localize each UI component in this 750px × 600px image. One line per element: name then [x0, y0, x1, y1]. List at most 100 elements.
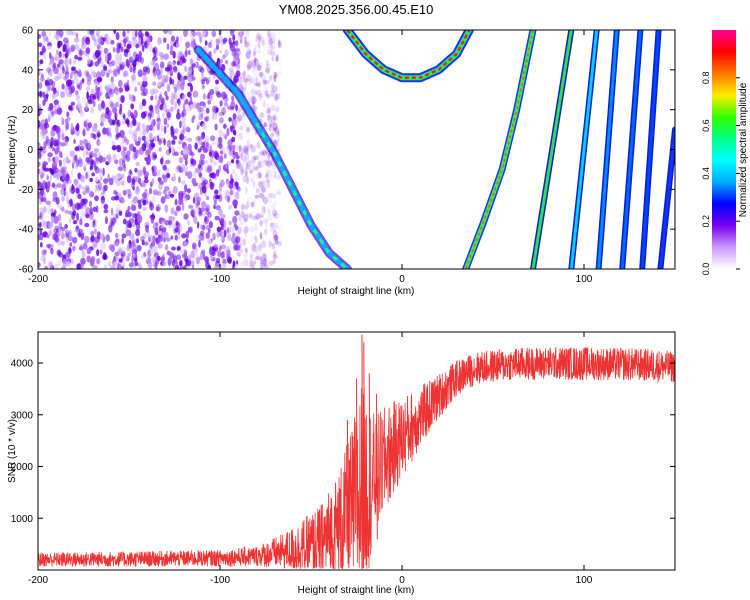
noise-speck	[65, 178, 69, 185]
noise-speck	[82, 198, 88, 204]
noise-speck	[82, 96, 87, 104]
noise-speck	[93, 148, 100, 154]
noise-speck	[272, 122, 278, 131]
noise-speck	[265, 178, 271, 184]
noise-speck	[179, 259, 183, 267]
noise-speck	[190, 260, 195, 268]
snr-x-tick-label: 100	[576, 575, 593, 586]
noise-speck	[241, 117, 245, 123]
noise-speck	[70, 123, 74, 130]
noise-speck	[67, 203, 70, 209]
noise-speck	[268, 260, 274, 266]
colorbar-tick-label: 0.6	[701, 119, 711, 132]
noise-speck	[186, 171, 193, 180]
noise-speck	[64, 53, 69, 58]
noise-speck	[48, 52, 52, 59]
noise-speck	[98, 168, 102, 173]
noise-speck	[262, 218, 269, 223]
noise-speck	[170, 45, 174, 51]
noise-speck	[247, 74, 251, 82]
noise-speck	[88, 200, 92, 208]
noise-speck	[131, 178, 136, 186]
noise-speck	[180, 122, 186, 128]
noise-speck	[266, 159, 272, 168]
noise-speck	[258, 262, 264, 269]
noise-speck	[238, 172, 242, 177]
noise-speck	[105, 234, 110, 242]
noise-speck	[140, 36, 144, 45]
noise-speck	[243, 229, 246, 236]
noise-speck	[114, 195, 120, 201]
noise-speck	[194, 167, 199, 174]
noise-speck	[202, 30, 207, 37]
noise-speck	[245, 257, 249, 267]
noise-speck	[202, 85, 205, 90]
noise-speck	[163, 105, 168, 112]
noise-speck	[61, 137, 66, 143]
noise-speck	[148, 104, 153, 112]
noise-speck	[93, 80, 98, 87]
noise-speck	[267, 153, 271, 161]
noise-speck	[138, 146, 145, 155]
noise-speck	[177, 140, 182, 145]
noise-speck	[103, 47, 109, 55]
noise-speck	[184, 135, 188, 142]
noise-speck	[79, 218, 83, 226]
noise-speck	[240, 211, 245, 219]
noise-speck	[273, 250, 277, 258]
noise-speck	[265, 168, 270, 176]
noise-speck	[141, 135, 147, 141]
noise-speck	[93, 40, 98, 47]
noise-speck	[272, 127, 277, 132]
noise-speck	[251, 215, 255, 221]
noise-speck	[45, 37, 49, 43]
noise-speck	[269, 192, 275, 199]
noise-speck	[60, 188, 65, 196]
noise-speck	[265, 67, 270, 73]
noise-speck	[234, 151, 239, 156]
noise-speck	[70, 101, 76, 106]
noise-speck	[76, 122, 80, 132]
noise-speck	[262, 263, 269, 269]
noise-speck	[152, 222, 159, 231]
noise-speck	[113, 255, 119, 261]
noise-speck	[96, 139, 101, 146]
noise-speck	[82, 128, 86, 137]
noise-speck	[190, 209, 195, 217]
noise-speck	[248, 97, 252, 104]
noise-speck	[41, 219, 45, 227]
noise-speck	[151, 165, 157, 172]
noise-speck	[121, 266, 124, 269]
noise-speck	[273, 170, 277, 179]
noise-speck	[111, 217, 117, 224]
noise-speck	[248, 76, 251, 82]
noise-speck	[85, 157, 90, 163]
noise-speck	[58, 229, 63, 235]
noise-speck	[257, 243, 262, 252]
noise-speck	[272, 251, 276, 257]
noise-speck	[151, 178, 155, 185]
noise-speck	[244, 42, 250, 48]
noise-speck	[149, 200, 152, 208]
noise-speck	[251, 164, 255, 172]
noise-speck	[47, 83, 52, 91]
noise-speck	[43, 206, 47, 214]
noise-speck	[145, 149, 150, 157]
noise-speck	[75, 32, 79, 39]
noise-speck	[67, 235, 74, 242]
noise-speck	[182, 58, 187, 64]
noise-speck	[273, 71, 277, 79]
noise-speck	[181, 94, 187, 102]
noise-speck	[98, 140, 101, 146]
noise-speck	[47, 207, 51, 215]
noise-speck	[126, 175, 132, 184]
noise-speck	[53, 215, 59, 224]
noise-speck	[272, 258, 276, 264]
noise-speck	[47, 111, 52, 120]
noise-speck	[135, 212, 140, 221]
noise-speck	[248, 59, 253, 67]
noise-speck	[89, 236, 93, 243]
noise-speck	[74, 73, 78, 81]
noise-speck	[122, 198, 125, 204]
noise-speck	[241, 266, 244, 269]
